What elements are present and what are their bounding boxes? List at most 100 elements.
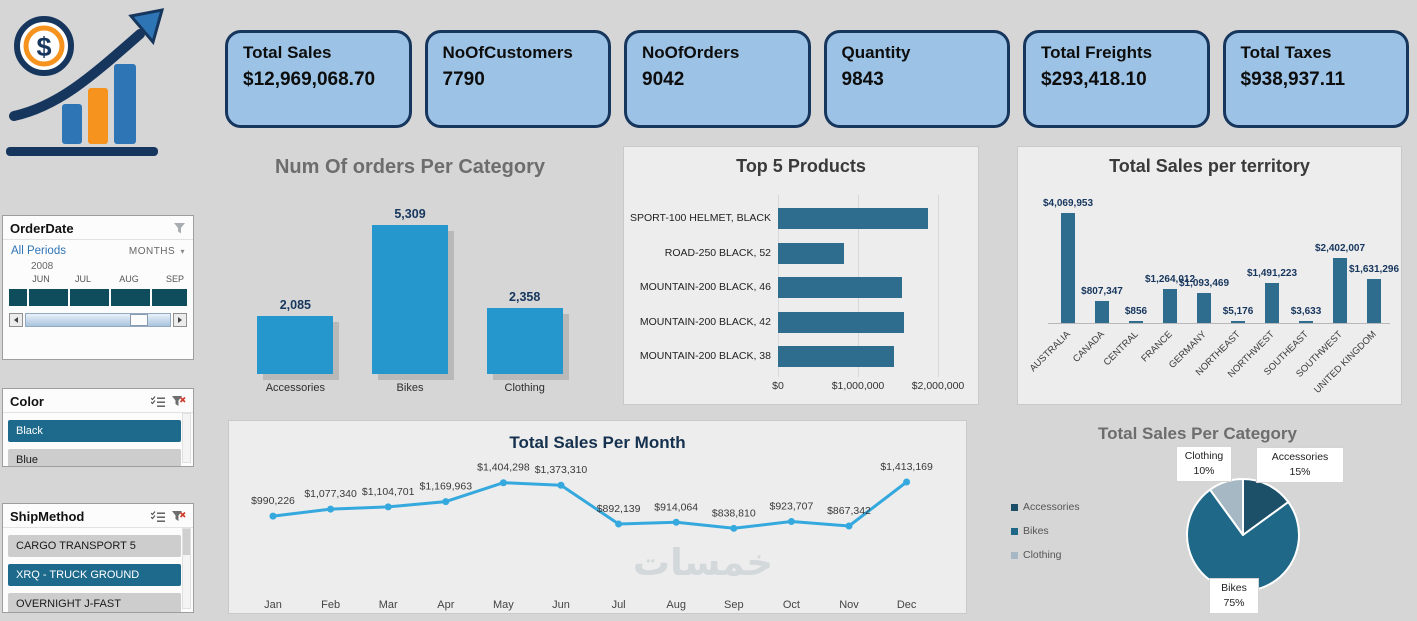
kpi-title: Total Freights — [1041, 43, 1153, 62]
legend-item-accessories[interactable]: Accessories — [1011, 501, 1080, 513]
orders-value-label: 2,085 — [279, 297, 311, 312]
multi-select-icon[interactable] — [151, 395, 166, 408]
territory-bar-northeast[interactable] — [1231, 321, 1245, 323]
logo-bar-3 — [114, 64, 136, 144]
timeline-segment[interactable] — [151, 289, 187, 306]
scrollbar-thumb[interactable] — [183, 529, 190, 555]
territory-bar-northwest[interactable] — [1265, 282, 1279, 323]
legend-swatch — [1011, 503, 1018, 511]
orders-category-label: Clothing — [504, 382, 545, 394]
pie-chart-title: Total Sales Per Category — [1097, 424, 1298, 443]
top5-row-label: MOUNTAIN-200 BLACK, 46 — [639, 281, 771, 293]
timeline-segment[interactable] — [28, 289, 68, 306]
point-value-label: $1,104,701 — [362, 486, 415, 498]
data-point-feb[interactable] — [327, 505, 335, 513]
top5-bar[interactable] — [778, 346, 894, 367]
timeline-range[interactable] — [9, 289, 187, 306]
top5-bar[interactable] — [778, 277, 902, 298]
month-label: Oct — [783, 599, 800, 611]
data-point-nov[interactable] — [845, 522, 853, 530]
logo-baseline — [6, 147, 158, 156]
filter-icon[interactable] — [173, 222, 186, 235]
territory-bar-germany[interactable] — [1197, 293, 1211, 324]
legend-item-bikes[interactable]: Bikes — [1011, 525, 1080, 537]
data-point-sep[interactable] — [730, 524, 738, 532]
territory-bar-australia[interactable] — [1061, 213, 1075, 323]
x-axis-line — [1048, 323, 1390, 324]
orderdate-slicer-title: OrderDate — [10, 221, 74, 236]
top5-title: Top 5 Products — [736, 156, 866, 176]
month-tick: JUL — [74, 274, 91, 284]
color-item-blue[interactable]: Blue — [8, 449, 181, 466]
data-point-mar[interactable] — [384, 503, 392, 511]
legend-item-clothing[interactable]: Clothing — [1011, 549, 1080, 561]
data-point-jul[interactable] — [615, 520, 623, 528]
timeline-segment[interactable] — [69, 289, 109, 306]
clear-filter-icon[interactable] — [172, 395, 186, 408]
data-point-aug[interactable] — [672, 518, 680, 526]
logo-coin-ring — [23, 25, 65, 67]
period-dropdown[interactable]: All Periods — [11, 245, 66, 257]
shipmethod-item-xrq[interactable]: XRQ - TRUCK GROUND — [8, 564, 181, 586]
multi-select-icon[interactable] — [151, 510, 166, 523]
orders-per-category-chart: 2,085 Accessories 5,309 Bikes 2,358 Clothing — [238, 186, 582, 396]
territory-value-label: $1,264,012 — [1144, 273, 1196, 285]
timeline-segment[interactable] — [9, 289, 27, 306]
data-point-oct[interactable] — [787, 517, 795, 525]
territory-bar-central[interactable] — [1129, 321, 1143, 323]
point-value-label: $838,810 — [712, 507, 756, 519]
color-items: Black Blue — [3, 413, 193, 466]
month-label: Jul — [612, 599, 626, 611]
scroll-left-button[interactable] — [9, 312, 23, 327]
shipmethod-item-cargo[interactable]: CARGO TRANSPORT 5 — [8, 535, 181, 557]
logo-arrow-shaft — [9, 29, 145, 121]
pie-callout-bikes: Bikes 75% — [1209, 578, 1259, 615]
point-value-label: $1,373,310 — [535, 464, 588, 476]
orders-bar-clothing[interactable] — [486, 307, 563, 374]
color-scrollbar[interactable] — [182, 413, 191, 463]
kpi-title: Quantity — [841, 43, 911, 62]
pie-slice-accessories[interactable] — [1242, 478, 1290, 536]
pie-chart — [1186, 478, 1300, 592]
pie-callout-accessories: Accessories 15% — [1256, 447, 1344, 484]
shipmethod-item-overnight[interactable]: OVERNIGHT J-FAST — [8, 593, 181, 612]
dollar-icon: $ — [36, 32, 51, 62]
kpi-value: $938,937.11 — [1240, 69, 1346, 90]
shipmethod-slicer-title: ShipMethod — [10, 509, 85, 524]
scrollbar-track[interactable] — [25, 312, 171, 327]
kpi-card-quantity: Quantity 9843 — [823, 30, 1010, 128]
top5-products-panel: Top 5 Products SPORT-100 HELMET, BLACK RO… — [623, 146, 979, 405]
territory-bar-united-kingdom[interactable] — [1367, 278, 1381, 323]
data-point-may[interactable] — [499, 479, 507, 487]
sales-line[interactable] — [272, 480, 908, 530]
clear-filter-icon[interactable] — [172, 510, 186, 523]
month-label: Jan — [264, 599, 282, 611]
territory-bar-southeast[interactable] — [1299, 321, 1313, 323]
territory-bar-france[interactable] — [1163, 288, 1177, 324]
territory-bar-southwest[interactable] — [1333, 258, 1347, 323]
point-value-label: $990,226 — [251, 495, 295, 507]
scrollbar-thumb[interactable] — [129, 313, 148, 326]
data-point-dec[interactable] — [903, 478, 911, 486]
top5-bar[interactable] — [778, 311, 904, 333]
point-value-label: $1,077,340 — [304, 488, 357, 500]
granularity-dropdown[interactable]: MONTHS ▾ — [129, 246, 185, 257]
data-point-apr[interactable] — [442, 498, 450, 506]
month-tick: SEP — [165, 274, 184, 284]
data-point-jun[interactable] — [557, 481, 565, 489]
timeline-segment[interactable] — [110, 289, 150, 306]
data-point-jan[interactable] — [269, 512, 277, 520]
shipmethod-scrollbar[interactable] — [182, 528, 191, 609]
territory-value-label: $5,176 — [1222, 306, 1254, 317]
chevron-down-icon: ▾ — [180, 246, 185, 256]
legend-label: Bikes — [1023, 525, 1049, 537]
logo-bar-2 — [88, 88, 108, 144]
scroll-right-button[interactable] — [173, 312, 187, 327]
orders-bar-accessories[interactable] — [257, 315, 334, 374]
territory-bar-canada[interactable] — [1095, 301, 1109, 323]
color-item-black[interactable]: Black — [8, 420, 181, 442]
orders-bar-bikes[interactable] — [372, 225, 448, 374]
top5-bar[interactable] — [778, 208, 929, 229]
top5-bar[interactable] — [778, 242, 845, 264]
